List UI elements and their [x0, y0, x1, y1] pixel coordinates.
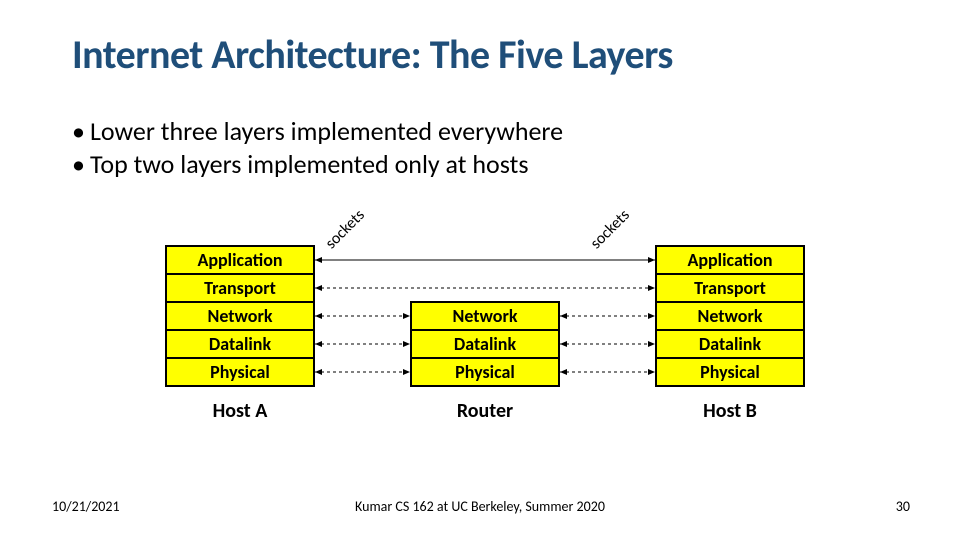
bullet-dot: •	[72, 115, 90, 148]
bullet-item: • Top two layers implemented only at hos…	[72, 148, 563, 181]
layer-cell-transport: Transport	[655, 273, 805, 303]
footer-page-number: 30	[896, 498, 910, 515]
host-b-stack: Application Transport Network Datalink P…	[655, 245, 805, 423]
sockets-label-right: sockets	[587, 206, 634, 253]
layer-cell-datalink: Datalink	[410, 329, 560, 359]
slide-title: Internet Architecture: The Five Layers	[72, 30, 673, 79]
router-label: Router	[410, 399, 560, 423]
host-a-label: Host A	[165, 399, 315, 423]
layer-cell-datalink: Datalink	[655, 329, 805, 359]
layer-diagram: Application Transport Network Datalink P…	[0, 210, 960, 470]
router-stack: Network Datalink Physical Router	[410, 301, 560, 423]
layer-cell-application: Application	[165, 245, 315, 275]
layer-cell-physical: Physical	[165, 357, 315, 387]
host-a-stack: Application Transport Network Datalink P…	[165, 245, 315, 423]
layer-cell-network: Network	[165, 301, 315, 331]
bullet-list: • Lower three layers implemented everywh…	[72, 115, 563, 180]
bullet-dot: •	[72, 148, 90, 181]
bullet-text: Lower three layers implemented everywher…	[90, 115, 563, 148]
layer-cell-physical: Physical	[410, 357, 560, 387]
layer-cell-network: Network	[655, 301, 805, 331]
layer-cell-datalink: Datalink	[165, 329, 315, 359]
layer-cell-transport: Transport	[165, 273, 315, 303]
bullet-text: Top two layers implemented only at hosts	[90, 148, 528, 181]
host-b-label: Host B	[655, 399, 805, 423]
footer-center: Kumar CS 162 at UC Berkeley, Summer 2020	[0, 498, 960, 515]
layer-cell-physical: Physical	[655, 357, 805, 387]
layer-cell-network: Network	[410, 301, 560, 331]
sockets-label-left: sockets	[322, 206, 369, 253]
layer-cell-application: Application	[655, 245, 805, 275]
bullet-item: • Lower three layers implemented everywh…	[72, 115, 563, 148]
